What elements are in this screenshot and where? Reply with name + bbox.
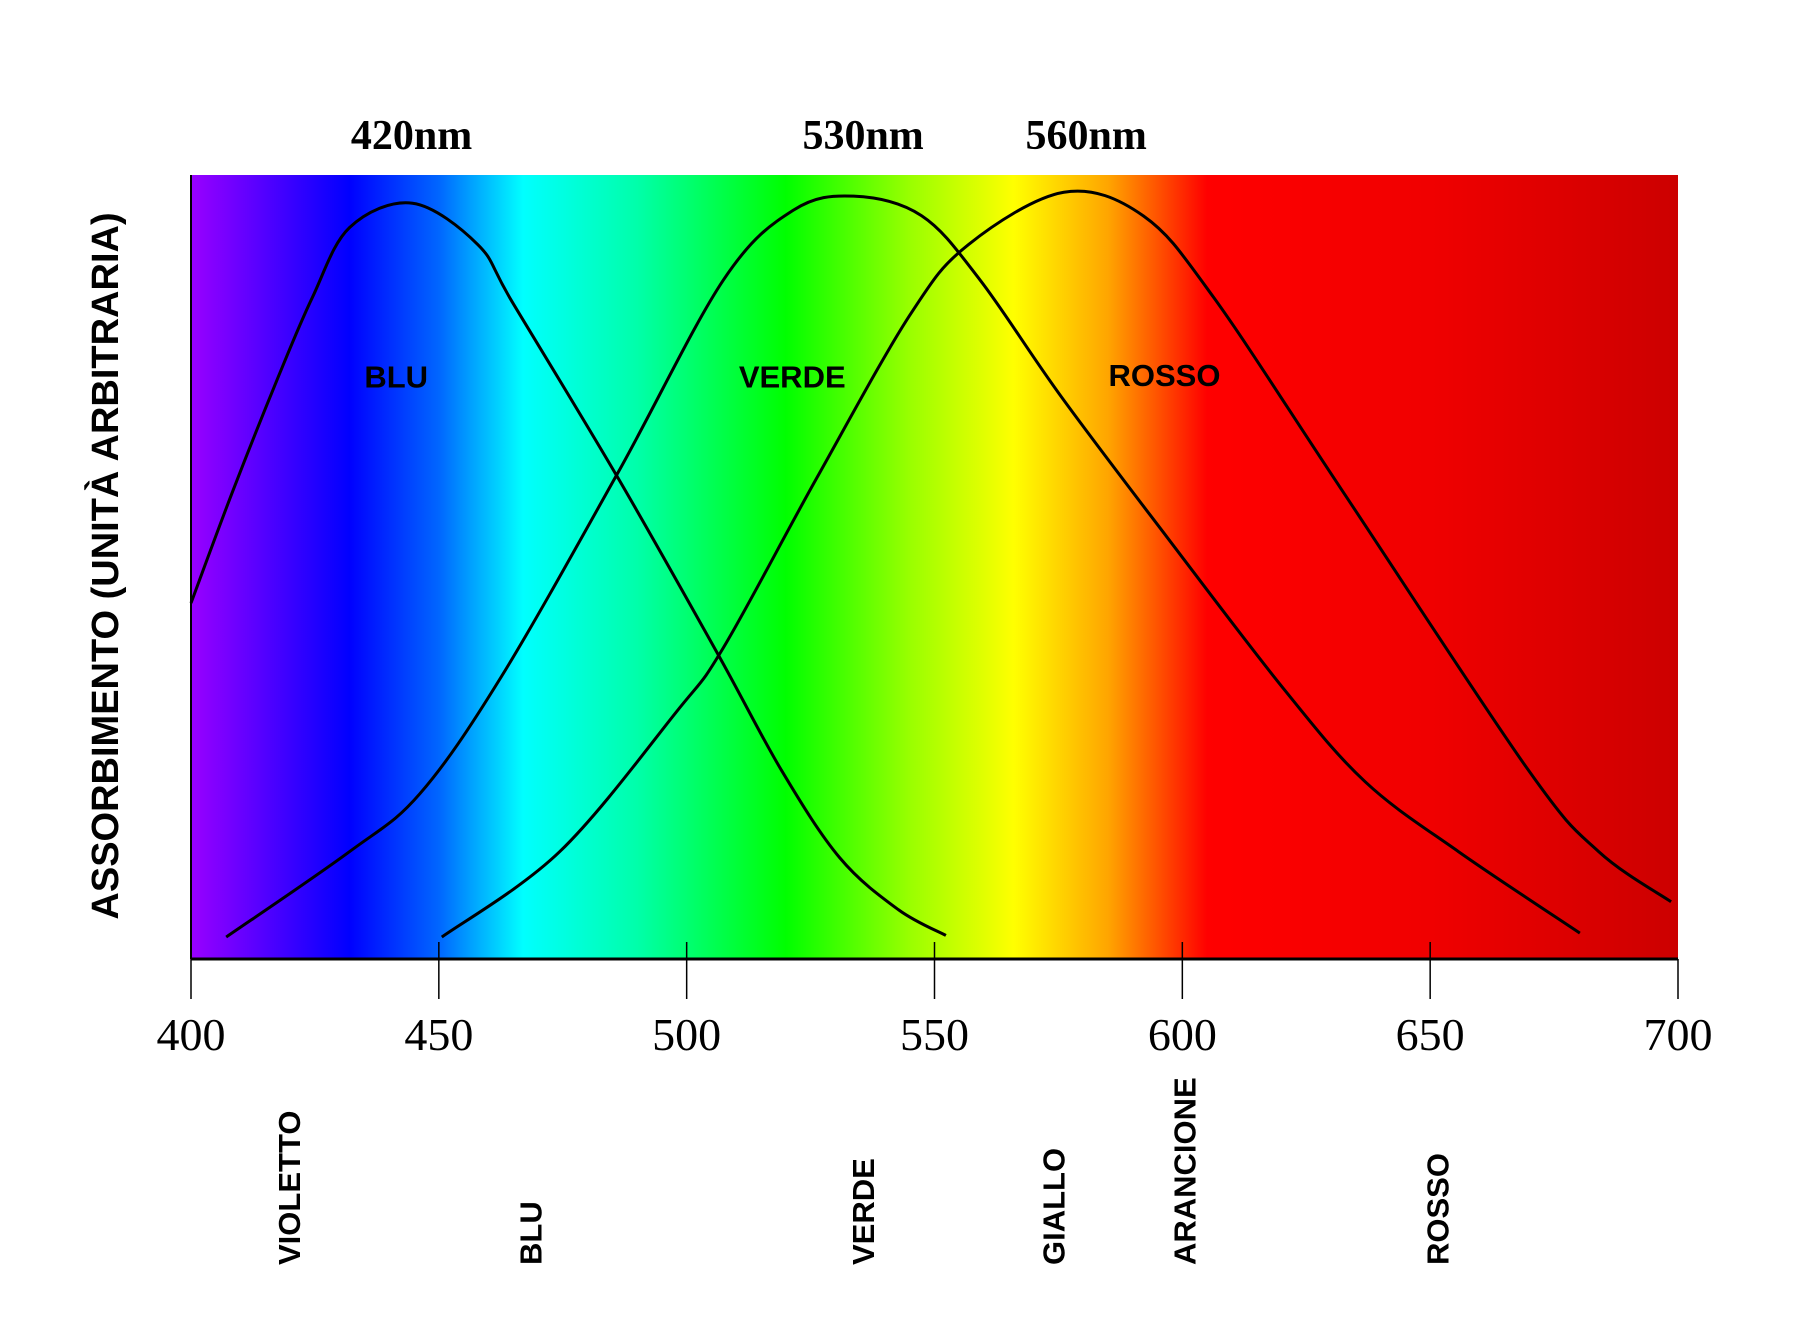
spectrum-background — [191, 175, 1678, 959]
curve-label-verde: VERDE — [739, 359, 846, 394]
x-tick-label: 600 — [1148, 1009, 1217, 1060]
band-label-giallo: GIALLO — [1036, 1148, 1071, 1265]
curve-label-blu: BLU — [364, 359, 428, 394]
y-axis-label: ASSORBIMENTO (UNITÀ ARBITRARIA) — [83, 212, 127, 919]
band-label-verde: VERDE — [846, 1158, 881, 1265]
peak-label: 560nm — [1025, 113, 1146, 159]
curve-rosso — [440, 189, 1672, 939]
peak-label: 420nm — [351, 113, 472, 159]
band-label-blu: BLU — [514, 1201, 549, 1265]
peak-label: 530nm — [802, 113, 923, 159]
curve-label-rosso: ROSSO — [1109, 358, 1221, 393]
x-tick-label: 650 — [1396, 1009, 1465, 1060]
x-tick-label: 450 — [404, 1009, 473, 1060]
x-tick-label: 700 — [1644, 1009, 1713, 1060]
x-tick-label: 500 — [652, 1009, 721, 1060]
curve-blu — [189, 201, 947, 937]
band-label-rosso: ROSSO — [1421, 1153, 1456, 1265]
x-tick-label: 550 — [900, 1009, 969, 1060]
x-tick-label: 400 — [157, 1009, 226, 1060]
curve-verde — [225, 194, 1581, 939]
band-label-violetto: VIOLETTO — [272, 1111, 307, 1265]
band-label-arancione: ARANCIONE — [1167, 1077, 1202, 1265]
